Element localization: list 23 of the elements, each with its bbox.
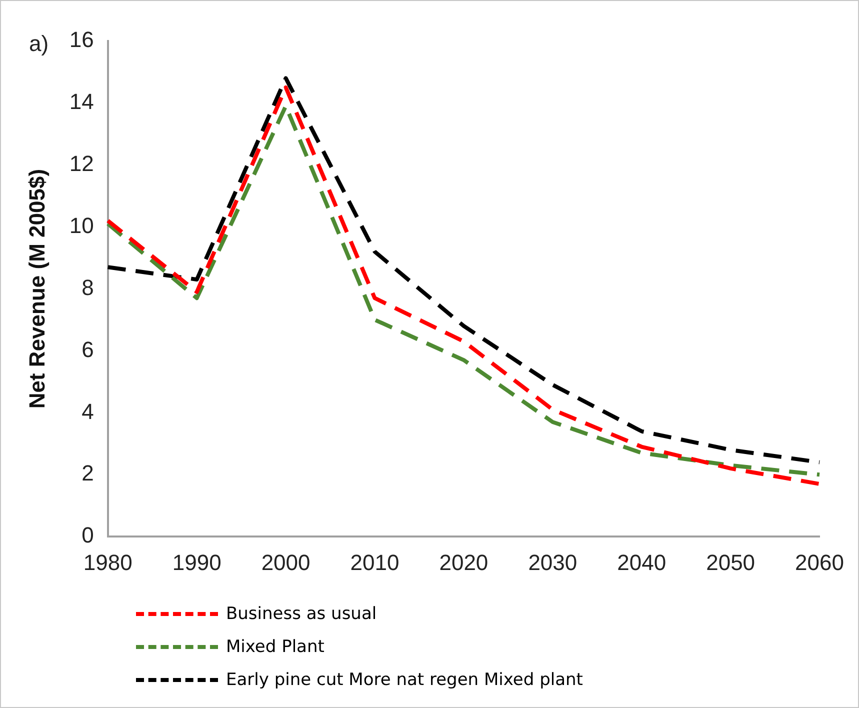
x-tick-label: 2030 — [528, 550, 578, 575]
x-tick-label: 2060 — [795, 550, 844, 575]
y-tick-label: 16 — [69, 27, 94, 52]
x-tick-label: 1990 — [172, 550, 222, 575]
y-tick-label: 0 — [82, 522, 94, 548]
legend-label: Early pine cut More nat regen Mixed plant — [226, 670, 583, 690]
text: a) — [29, 31, 49, 57]
y-tick-label: 14 — [69, 89, 94, 114]
y-tick-label: 8 — [82, 274, 94, 300]
y-axis-title: Net Revenue (M 2005$) — [24, 168, 50, 409]
y-tick-label: 6 — [82, 336, 94, 362]
x-tick-label: 2020 — [439, 550, 488, 575]
x-tick-label: 2040 — [617, 550, 666, 575]
x-tick-label: 2010 — [350, 550, 400, 575]
y-tick-label: 12 — [69, 150, 94, 176]
y-tick-label: 4 — [82, 398, 94, 424]
x-tick-label: 1980 — [83, 550, 132, 575]
x-tick-label: 2050 — [706, 550, 756, 575]
legend-label: Mixed Plant — [226, 636, 324, 656]
x-tick-label: 2000 — [261, 550, 310, 575]
y-tick-label: 2 — [82, 460, 94, 486]
legend-label: Business as usual — [226, 604, 377, 624]
y-tick-label: 10 — [69, 212, 94, 238]
